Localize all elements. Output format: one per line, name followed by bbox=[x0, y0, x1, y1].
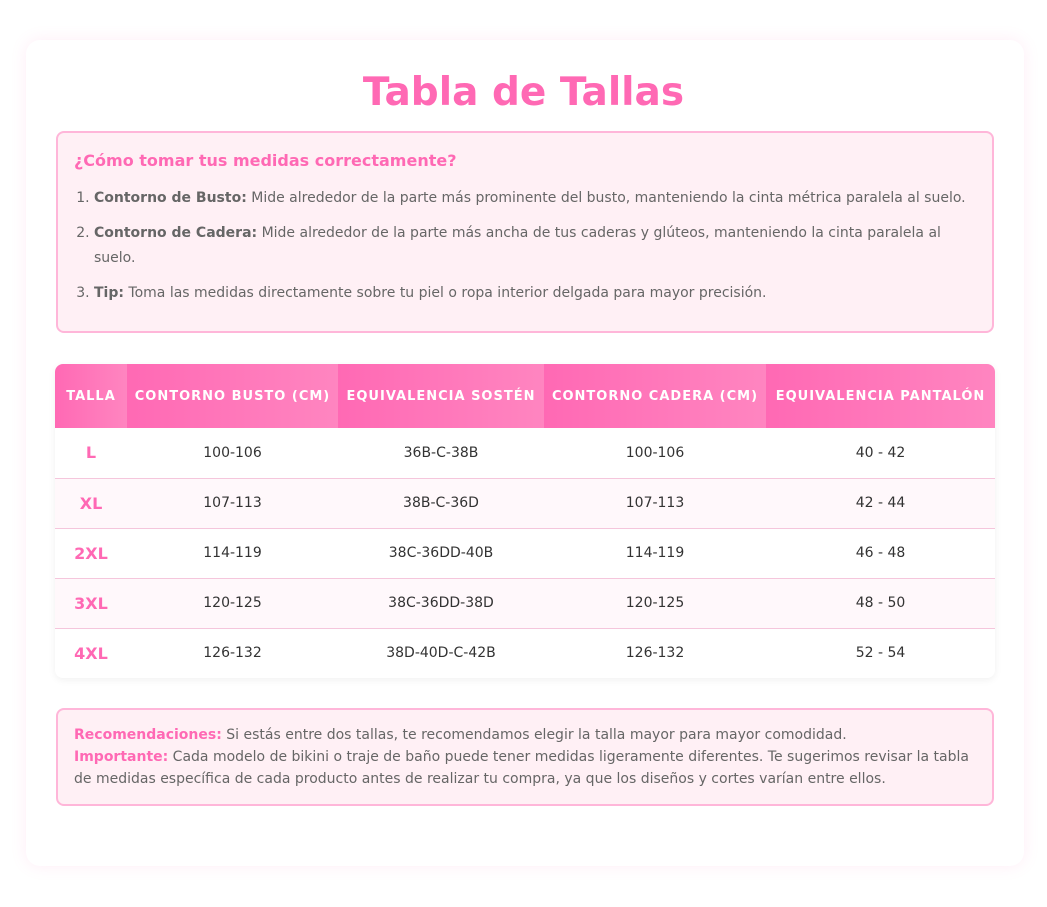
column-header: Contorno Cadera (cm) bbox=[544, 364, 766, 428]
page-title: Tabla de Tallas bbox=[362, 70, 685, 115]
table-cell: 38C-36DD-40B bbox=[338, 528, 544, 579]
instruction-item: Tip: Toma las medidas directamente sobre… bbox=[94, 281, 976, 306]
table-cell: 52 - 54 bbox=[855, 645, 906, 662]
instruction-text: Mide alrededor de la parte más prominent… bbox=[246, 190, 966, 206]
size-cell: XL bbox=[55, 478, 127, 529]
instruction-text: Toma las medidas directamente sobre tu p… bbox=[123, 285, 767, 301]
table-cell: 38B-C-36D bbox=[338, 478, 544, 529]
size-cell: 2XL bbox=[55, 528, 127, 579]
instruction-item: Contorno de Busto: Mide alrededor de la … bbox=[94, 186, 976, 211]
instruction-label: Contorno de Cadera: bbox=[94, 225, 258, 241]
table-cell: 120-125 bbox=[127, 578, 338, 629]
recommendations-box: Recomendaciones: Si estás entre dos tall… bbox=[56, 708, 994, 806]
table-cell: 114-119 bbox=[127, 528, 338, 579]
size-cell: L bbox=[55, 428, 127, 479]
table-row: 2XL 114-119 38C-36DD-40B 114-119 46 - 48 bbox=[55, 528, 995, 579]
table-cell: 38C-36DD-38D bbox=[338, 578, 544, 629]
table-cell: 107-113 bbox=[544, 478, 766, 529]
table-row: XL 107-113 38B-C-36D 107-113 42 - 44 bbox=[55, 478, 995, 529]
table-cell: 100-106 bbox=[127, 428, 338, 479]
table-cell: 107-113 bbox=[127, 478, 338, 529]
instruction-label: Contorno de Busto: bbox=[94, 190, 247, 206]
table-cell: 120-125 bbox=[544, 578, 766, 629]
important-label: Importante: bbox=[74, 749, 169, 765]
instructions-heading: ¿Cómo tomar tus medidas correctamente? bbox=[74, 151, 457, 170]
table-header-row: Talla Contorno Busto (cm) Equivalencia Sos… bbox=[55, 364, 995, 428]
table-cell: 40 - 42 bbox=[766, 428, 995, 479]
instruction-item: Contorno de Cadera: Mide alrededor de la… bbox=[94, 221, 976, 271]
table-cell: 126-132 bbox=[203, 645, 262, 662]
column-header: Contorno Busto (cm) bbox=[127, 364, 338, 428]
instruction-text: Mide alrededor de la parte más ancha de … bbox=[94, 225, 941, 266]
column-header: Equivalencia Sostén bbox=[338, 364, 544, 428]
size-cell: 3XL bbox=[55, 578, 127, 629]
size-table: Talla Contorno Busto (cm) Equivalencia Sos… bbox=[55, 364, 995, 678]
table-cell: 48 - 50 bbox=[766, 578, 995, 629]
table-cell: 100-106 bbox=[544, 428, 766, 479]
table-cell: 114-119 bbox=[544, 528, 766, 579]
table-cell: 42 - 44 bbox=[766, 478, 995, 529]
important-text: Cada modelo de bikini o traje de baño pu… bbox=[74, 749, 969, 787]
table-row: 4XL 126-132 38D-40D-C-42B 126-132 52 - 54 bbox=[55, 628, 995, 678]
measuring-instructions: ¿Cómo tomar tus medidas correctamente? C… bbox=[56, 131, 994, 333]
table-cell: 46 - 48 bbox=[766, 528, 995, 579]
recommendations-label: Recomendaciones: bbox=[74, 727, 222, 743]
table-row: 3XL 120-125 38C-36DD-38D 120-125 48 - 50 bbox=[55, 578, 995, 629]
table-cell: 36B-C-38B bbox=[338, 428, 544, 479]
table-row: L 100-106 36B-C-38B 100-106 40 - 42 bbox=[55, 428, 995, 479]
size-cell: 4XL bbox=[74, 643, 108, 663]
column-header: Talla bbox=[55, 364, 127, 428]
table-cell: 38D-40D-C-42B bbox=[386, 645, 496, 662]
instruction-label: Tip: bbox=[94, 285, 124, 301]
table-cell: 126-132 bbox=[625, 645, 685, 662]
column-header: Equivalencia Pantalón bbox=[766, 364, 995, 428]
recommendations-text: Si estás entre dos tallas, te recomendam… bbox=[221, 727, 847, 743]
